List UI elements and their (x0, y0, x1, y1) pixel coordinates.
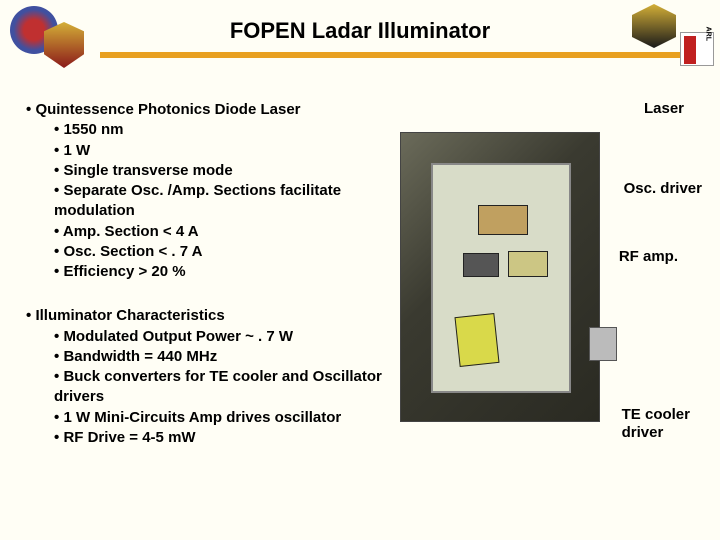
text-column: • Quintessence Photonics Diode Laser • 1… (26, 100, 386, 448)
list-item: • 1 W (54, 141, 386, 161)
section1-heading: • Quintessence Photonics Diode Laser (26, 100, 386, 120)
list-item: • Buck converters for TE cooler and Osci… (54, 367, 386, 408)
section2: • Illuminator Characteristics • Modulate… (26, 306, 386, 448)
annotation-rf-amp: RF amp. (619, 248, 678, 265)
section2-items: • Modulated Output Power ~ . 7 W • Bandw… (26, 327, 386, 449)
logo-arl-icon (680, 32, 714, 66)
component-icon (478, 205, 528, 235)
component-icon (454, 313, 499, 367)
slide-title: FOPEN Ladar Illuminator (0, 0, 720, 44)
list-item: • Amp. Section < 4 A (54, 222, 386, 242)
section1: • Quintessence Photonics Diode Laser • 1… (26, 100, 386, 282)
list-item: • 1 W Mini-Circuits Amp drives oscillato… (54, 408, 386, 428)
slide-header: FOPEN Ladar Illuminator (0, 0, 720, 75)
list-item: • 1550 nm (54, 120, 386, 140)
annotation-te-cooler: TE coolerdriver (622, 406, 690, 442)
list-item: • RF Drive = 4-5 mW (54, 428, 386, 448)
annotation-laser: Laser (644, 100, 684, 117)
list-item: • Bandwidth = 440 MHz (54, 347, 386, 367)
list-item: • Separate Osc. /Amp. Sections facilitat… (54, 181, 386, 222)
section2-heading: • Illuminator Characteristics (26, 306, 386, 326)
device-photo (400, 132, 600, 422)
annotation-osc-driver: Osc. driver (624, 180, 702, 197)
list-item: • Single transverse mode (54, 161, 386, 181)
component-icon (463, 253, 499, 277)
section1-items: • 1550 nm • 1 W • Single transverse mode… (26, 120, 386, 282)
circuit-board (431, 163, 571, 393)
title-underline (100, 52, 680, 58)
slide-content: • Quintessence Photonics Diode Laser • 1… (0, 88, 720, 540)
logo-crest-icon (44, 22, 84, 68)
connector-icon (589, 327, 617, 361)
list-item: • Osc. Section < . 7 A (54, 242, 386, 262)
list-item: • Modulated Output Power ~ . 7 W (54, 327, 386, 347)
list-item: • Efficiency > 20 % (54, 262, 386, 282)
component-icon (508, 251, 548, 277)
